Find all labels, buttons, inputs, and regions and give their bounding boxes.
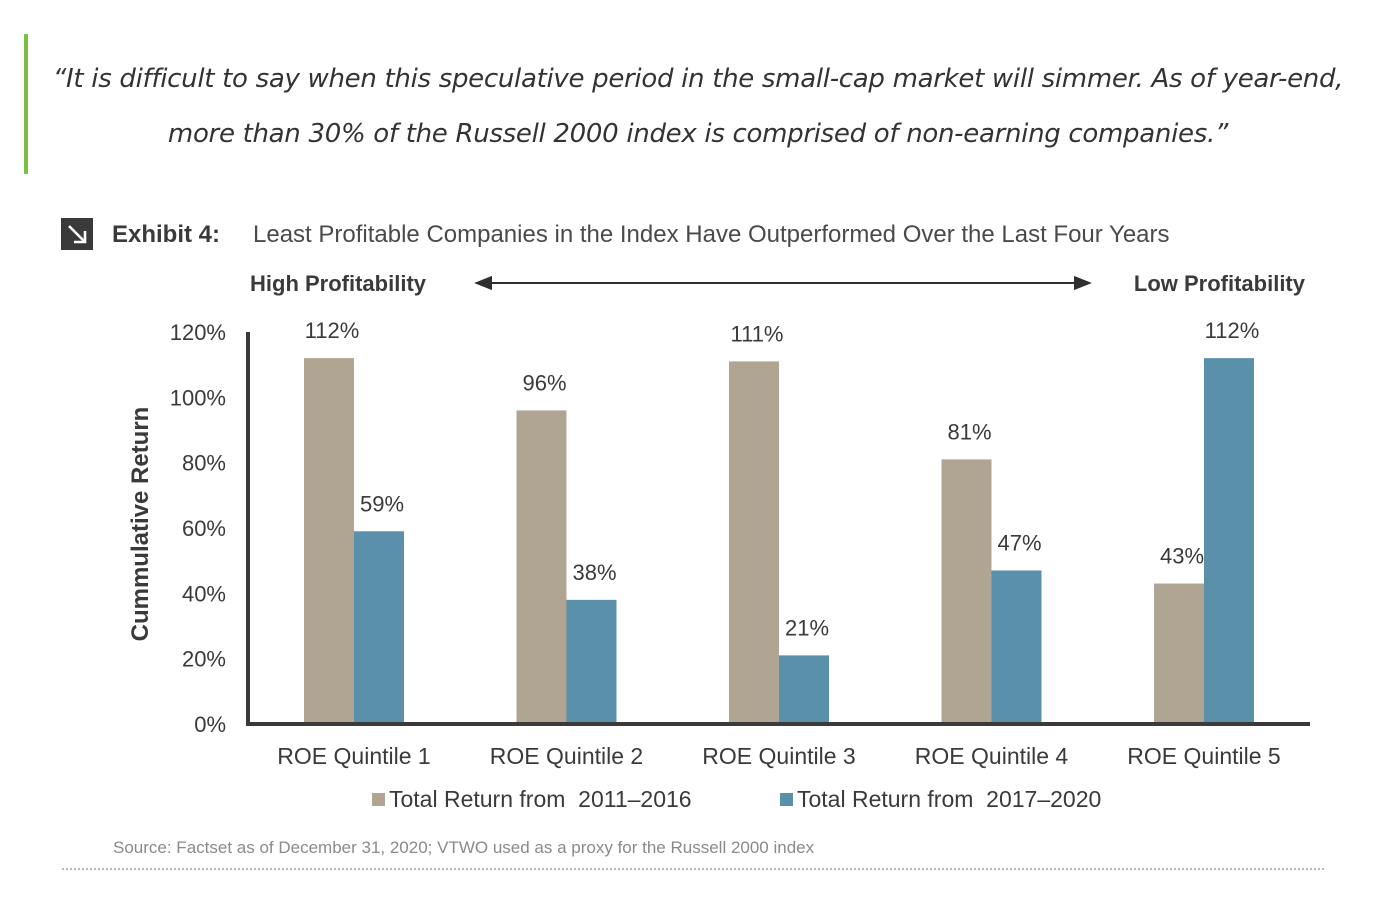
bar-series [304,358,1254,724]
legend-swatch-2017-2020 [780,793,793,806]
bar-2011-2016 [941,459,992,724]
data-label: 47% [997,530,1041,555]
y-tick-label: 120% [170,320,226,345]
legend-swatch-2011-2016 [372,793,385,806]
data-label: 111% [730,321,783,346]
x-tick-label: ROE Quintile 3 [702,743,855,769]
pull-quote: “It is difficult to say when this specul… [24,34,1364,174]
y-tick-label: 20% [182,647,226,672]
bar-2011-2016 [729,361,779,724]
bar-2017-2020 [354,531,404,724]
footer-divider [62,868,1324,870]
bar-2017-2020 [1204,358,1254,724]
x-tick-label: ROE Quintile 5 [1127,743,1280,769]
legend-label-2017-2020: Total Return from 2017–2020 [797,786,1101,812]
data-label: 96% [522,370,566,395]
data-label: 38% [572,560,616,585]
data-label: 43% [1160,544,1204,569]
x-tick-label: ROE Quintile 1 [277,743,430,769]
data-label: 21% [785,615,829,640]
bar-2017-2020 [779,655,829,724]
y-tick-label: 100% [170,385,226,410]
x-tick-label: ROE Quintile 2 [490,743,643,769]
legend-label-2011-2016: Total Return from 2011–2016 [389,786,692,812]
data-labels: 112% 59% 96% 38% 111% 21% 81% 47% 43% 112% [305,318,1260,640]
low-profitability-label: Low Profitability [1134,271,1306,296]
bar-2017-2020 [566,599,617,724]
bar-2011-2016 [516,410,567,724]
bar-2011-2016 [1154,583,1204,724]
chart-title: Least Profitable Companies in the Index … [253,221,1170,248]
y-axis-ticks: 0% 20% 40% 60% 80% 100% 120% [170,320,226,737]
y-axis-title: Cummulative Return [127,407,154,642]
exhibit-icon-box [61,218,93,250]
high-profitability-label: High Profitability [250,271,427,296]
exhibit-label: Exhibit 4: [112,221,220,248]
y-tick-label: 0% [194,712,226,737]
x-tick-label: ROE Quintile 4 [915,743,1069,769]
legend: Total Return from 2011–2016 Total Return… [372,786,1101,812]
data-label: 112% [305,318,360,343]
bar-2011-2016 [304,358,354,724]
data-label: 112% [1205,318,1260,343]
y-tick-label: 60% [182,516,226,541]
bar-2017-2020 [991,570,1042,724]
pull-quote-text: “It is difficult to say when this specul… [52,64,1344,149]
y-tick-label: 80% [182,451,226,476]
source-note: Source: Factset as of December 31, 2020;… [113,838,815,857]
data-label: 81% [947,419,991,444]
arrow-down-right-icon [68,225,87,244]
data-label: 59% [360,491,404,516]
x-axis-ticks: ROE Quintile 1 ROE Quintile 2 ROE Quintile… [277,743,1280,769]
y-tick-label: 40% [182,581,226,606]
